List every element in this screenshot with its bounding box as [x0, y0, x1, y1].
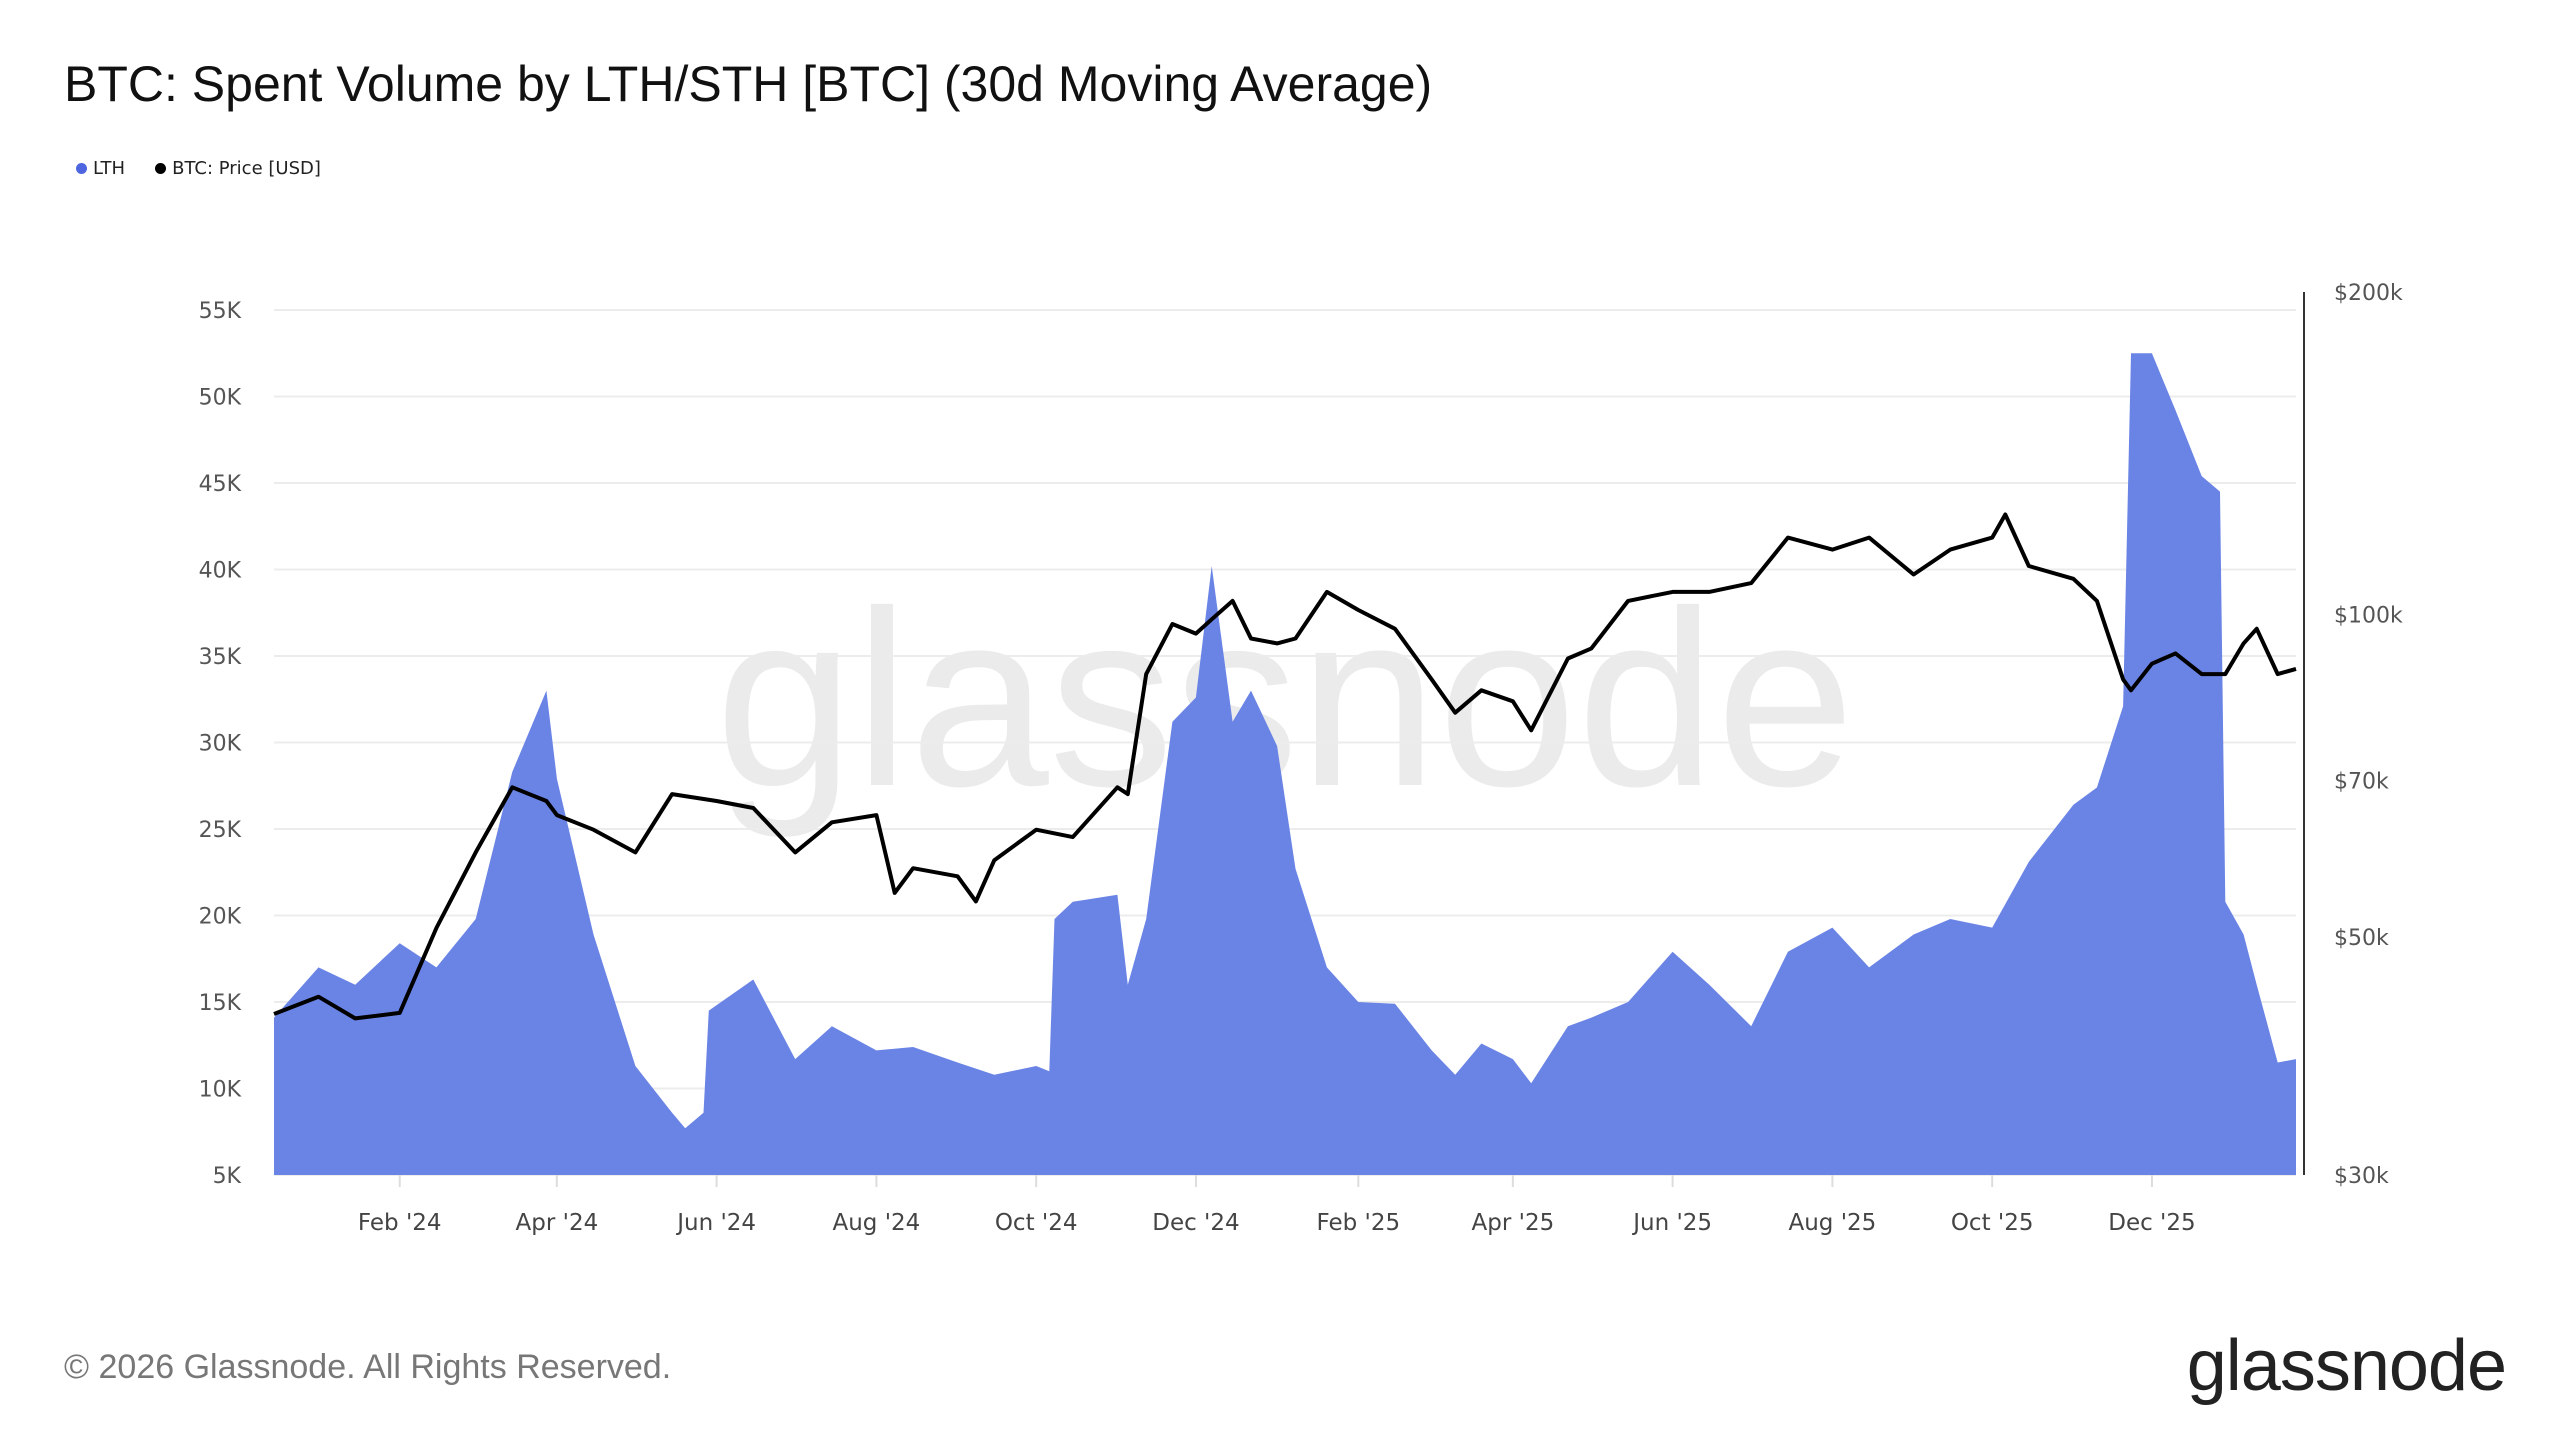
legend-label-price: BTC: Price [USD]	[172, 158, 321, 179]
x-tick-label: Aug '24	[833, 1210, 921, 1236]
axes: 5K 10K 15K 20K 25K 30K 35K 40K 45K 50K 55K $30k $50k…	[199, 281, 2403, 1236]
y-right-tick-label: $200k	[2334, 281, 2403, 306]
price-line	[273, 512, 2297, 1021]
y-left-tick-label: 30K	[199, 732, 242, 757]
watermark: glassnode	[715, 559, 1855, 838]
legend: LTH BTC: Price [USD]	[76, 158, 321, 179]
lth-dot-icon	[76, 163, 87, 174]
y-left-tick-label: 45K	[199, 472, 242, 497]
y-left-tick-label: 20K	[199, 905, 242, 930]
glassnode-logo: glassnode	[2186, 1326, 2507, 1406]
y-right-tick-label: $70k	[2334, 770, 2389, 795]
price-dot-icon	[155, 163, 167, 174]
legend-label-lth: LTH	[93, 158, 126, 179]
y-left-tick-label: 15K	[199, 991, 242, 1016]
x-tick-label: Oct '24	[995, 1210, 1078, 1236]
y-left-tick-label: 40K	[199, 559, 242, 584]
price-line-path	[273, 512, 2297, 1021]
x-tick-label: Feb '24	[358, 1210, 442, 1236]
y-left-tick-label: 35K	[199, 645, 242, 670]
x-tick-label: Dec '24	[1152, 1210, 1239, 1236]
legend-item-price[interactable]: BTC: Price [USD]	[155, 158, 321, 179]
y-left-tick-label: 50K	[199, 386, 242, 411]
x-tick-label: Apr '24	[516, 1210, 599, 1236]
chart-title: BTC: Spent Volume by LTH/STH [BTC] (30d …	[64, 56, 1433, 112]
legend-item-lth[interactable]: LTH	[76, 158, 125, 179]
x-tick-label: Aug '25	[1789, 1210, 1877, 1236]
y-right-tick-label: $30k	[2334, 1164, 2389, 1189]
x-tick-label: Jun '24	[675, 1210, 756, 1236]
y-left-tick-label: 55K	[199, 299, 242, 324]
x-tick-label: Apr '25	[1472, 1210, 1555, 1236]
y-right-tick-label: $100k	[2334, 604, 2403, 629]
lth-area	[274, 353, 2296, 1175]
x-tick-label: Jun '25	[1631, 1210, 1712, 1236]
x-tick-label: Oct '25	[1951, 1210, 2034, 1236]
y-left-tick-label: 25K	[199, 818, 242, 843]
lth-area-path	[274, 353, 2296, 1175]
y-left-tick-label: 10K	[199, 1078, 242, 1103]
copyright: © 2026 Glassnode. All Rights Reserved.	[64, 1348, 672, 1386]
y-left-tick-label: 5K	[213, 1164, 242, 1189]
x-tick-label: Dec '25	[2108, 1210, 2195, 1236]
y-right-tick-label: $50k	[2334, 926, 2389, 951]
x-tick-label: Feb '25	[1317, 1210, 1401, 1236]
